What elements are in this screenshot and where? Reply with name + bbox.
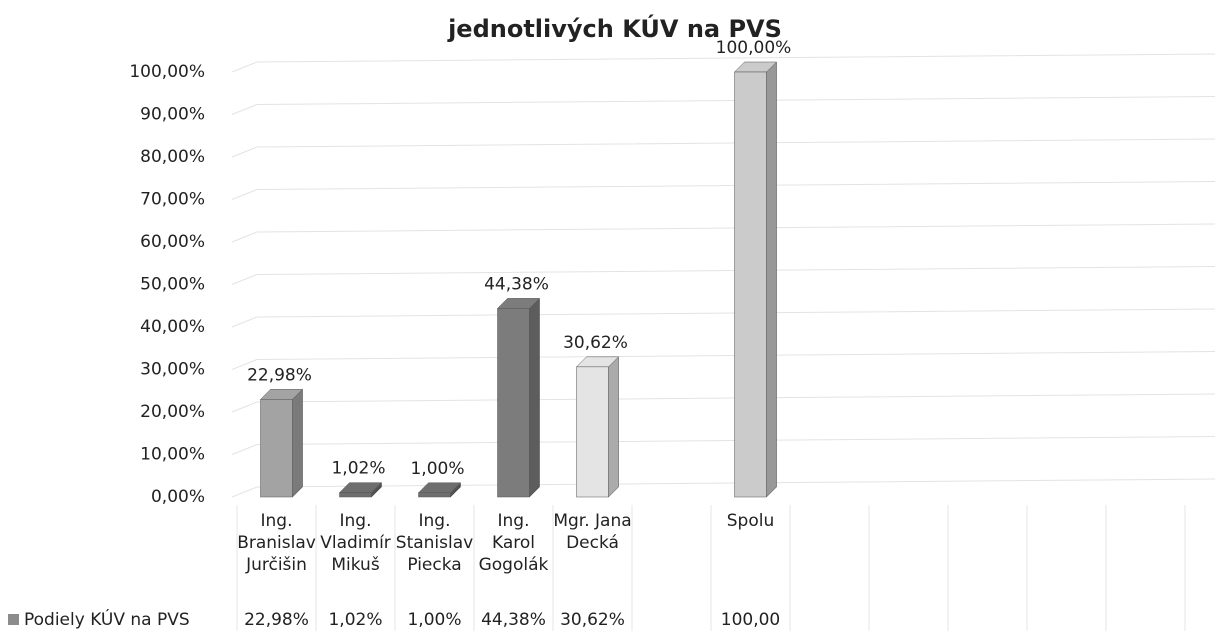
grid-line	[231, 478, 1215, 498]
y-tick-label: 40,00%	[140, 317, 205, 337]
bar	[260, 399, 293, 498]
x-tick-label: Mgr. Jana Decká	[553, 511, 632, 553]
chart-title: jednotlivých KÚV na PVS	[447, 13, 782, 43]
bar	[734, 71, 767, 498]
grid-line	[231, 308, 1215, 328]
y-tick-label: 30,00%	[140, 360, 205, 380]
value-label: 1,02%	[331, 459, 385, 479]
table-value: 100,00	[721, 610, 780, 630]
x-tick-label: Spolu	[726, 511, 775, 531]
grid-line	[231, 223, 1215, 243]
grid-line	[231, 138, 1215, 158]
y-tick-label: 100,00%	[129, 62, 205, 82]
y-tick-label: 20,00%	[140, 402, 205, 422]
grid-line	[231, 181, 1215, 200]
grid-line	[231, 351, 1215, 370]
bar	[339, 492, 372, 498]
bar-side	[608, 356, 619, 498]
legend-label: Podiely KÚV na PVS	[24, 608, 190, 630]
grid-line	[231, 436, 1215, 455]
bar	[497, 308, 530, 498]
table-value: 1,00%	[407, 610, 461, 630]
legend-key	[8, 614, 19, 625]
value-label: 1,00%	[410, 459, 464, 479]
y-tick-label: 50,00%	[140, 275, 205, 295]
grid-line	[231, 96, 1215, 115]
y-tick-label: 70,00%	[140, 190, 205, 210]
table-value: 44,38%	[481, 610, 546, 630]
grid-line	[231, 393, 1215, 413]
x-tick-label: Ing. Stanislav Piecka	[395, 511, 474, 575]
y-tick-label: 90,00%	[140, 105, 205, 125]
bar	[576, 366, 609, 498]
table-value: 1,02%	[328, 610, 382, 630]
table-value: 30,62%	[560, 610, 625, 630]
grid-line	[231, 53, 1215, 73]
value-label: 100,00%	[716, 38, 792, 58]
table-value: 22,98%	[244, 610, 309, 630]
x-tick-label: Ing. Vladimír Mikuš	[320, 511, 391, 575]
value-label: 44,38%	[484, 274, 549, 294]
x-tick-label: Ing. Branislav Jurčišin	[237, 511, 316, 575]
bar-side	[529, 297, 540, 498]
bar	[418, 492, 451, 498]
y-tick-label: 80,00%	[140, 147, 205, 167]
y-tick-label: 0,00%	[151, 487, 205, 507]
value-label: 22,98%	[247, 365, 312, 385]
y-tick-label: 10,00%	[140, 445, 205, 465]
value-label: 30,62%	[563, 333, 628, 353]
grid-line	[231, 266, 1215, 285]
bar-side	[292, 388, 303, 498]
x-tick-label: Ing. Karol Gogolák	[478, 511, 549, 575]
y-tick-label: 60,00%	[140, 232, 205, 252]
bar-side	[766, 61, 777, 498]
